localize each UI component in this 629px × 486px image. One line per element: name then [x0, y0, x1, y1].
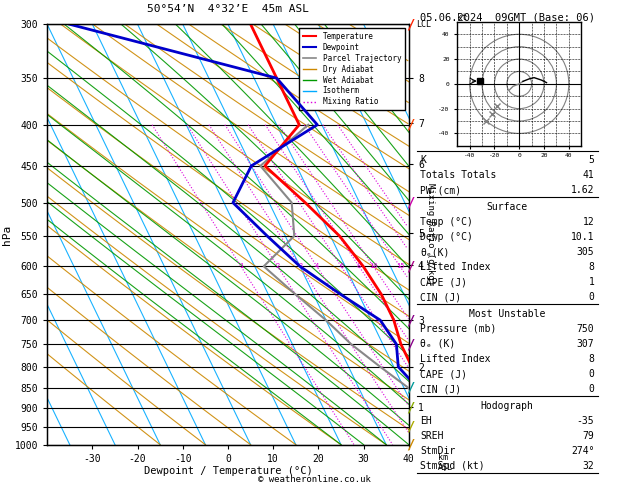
- Text: 8: 8: [357, 263, 361, 269]
- Text: 307: 307: [577, 339, 594, 349]
- Text: Lifted Index: Lifted Index: [420, 354, 491, 364]
- Text: 2: 2: [276, 263, 280, 269]
- Text: /: /: [406, 313, 415, 327]
- Text: 0: 0: [589, 384, 594, 394]
- Text: /: /: [406, 196, 415, 209]
- Text: /: /: [406, 401, 415, 415]
- Text: Temp (°C): Temp (°C): [420, 217, 473, 227]
- Text: 1.62: 1.62: [571, 185, 594, 195]
- Text: 05.06.2024  09GMT (Base: 06): 05.06.2024 09GMT (Base: 06): [420, 12, 595, 22]
- Text: 274°: 274°: [571, 446, 594, 456]
- Text: 8: 8: [589, 262, 594, 272]
- Text: 750: 750: [577, 324, 594, 334]
- Text: /: /: [406, 438, 415, 451]
- Text: 1: 1: [239, 263, 243, 269]
- Text: θₑ(K): θₑ(K): [420, 247, 450, 257]
- Text: StmSpd (kt): StmSpd (kt): [420, 461, 485, 471]
- Text: 32: 32: [582, 461, 594, 471]
- Text: EH: EH: [420, 416, 432, 426]
- Text: 0: 0: [589, 369, 594, 379]
- Text: 8: 8: [589, 354, 594, 364]
- Y-axis label: hPa: hPa: [2, 225, 12, 244]
- Text: 5: 5: [589, 155, 594, 165]
- Text: LCL: LCL: [416, 20, 431, 29]
- Text: /: /: [406, 337, 415, 351]
- Text: 1: 1: [589, 277, 594, 287]
- Text: CIN (J): CIN (J): [420, 292, 461, 302]
- Text: kt: kt: [457, 13, 467, 22]
- Text: /: /: [406, 381, 415, 395]
- Text: K: K: [420, 155, 426, 165]
- Text: /: /: [406, 260, 415, 273]
- Text: Surface: Surface: [487, 202, 528, 212]
- Text: 10: 10: [369, 263, 377, 269]
- Text: 0: 0: [589, 292, 594, 302]
- Text: 50°54’N  4°32’E  45m ASL: 50°54’N 4°32’E 45m ASL: [147, 4, 309, 14]
- Text: Lifted Index: Lifted Index: [420, 262, 491, 272]
- Text: Dewp (°C): Dewp (°C): [420, 232, 473, 242]
- Text: 15: 15: [396, 263, 404, 269]
- Text: km
ASL: km ASL: [438, 453, 453, 472]
- Legend: Temperature, Dewpoint, Parcel Trajectory, Dry Adiabat, Wet Adiabat, Isotherm, Mi: Temperature, Dewpoint, Parcel Trajectory…: [299, 28, 405, 110]
- Text: StmDir: StmDir: [420, 446, 455, 456]
- Text: Totals Totals: Totals Totals: [420, 170, 496, 180]
- Y-axis label: Mixing Ratio (g/kg): Mixing Ratio (g/kg): [426, 183, 435, 286]
- Text: /: /: [406, 17, 415, 31]
- Text: /: /: [406, 118, 415, 132]
- Text: 12: 12: [582, 217, 594, 227]
- Text: 4: 4: [314, 263, 319, 269]
- Text: 41: 41: [582, 170, 594, 180]
- X-axis label: Dewpoint / Temperature (°C): Dewpoint / Temperature (°C): [143, 467, 313, 476]
- Text: SREH: SREH: [420, 431, 443, 441]
- Text: CAPE (J): CAPE (J): [420, 369, 467, 379]
- Text: Hodograph: Hodograph: [481, 401, 534, 411]
- Text: θₑ (K): θₑ (K): [420, 339, 455, 349]
- Text: © weatheronline.co.uk: © weatheronline.co.uk: [258, 474, 371, 484]
- Text: 79: 79: [582, 431, 594, 441]
- Text: 6: 6: [339, 263, 343, 269]
- Text: Pressure (mb): Pressure (mb): [420, 324, 496, 334]
- Text: 305: 305: [577, 247, 594, 257]
- Text: CIN (J): CIN (J): [420, 384, 461, 394]
- Text: Most Unstable: Most Unstable: [469, 309, 545, 319]
- Text: /: /: [406, 420, 415, 434]
- Text: 10.1: 10.1: [571, 232, 594, 242]
- Text: CAPE (J): CAPE (J): [420, 277, 467, 287]
- Text: PW (cm): PW (cm): [420, 185, 461, 195]
- Text: -35: -35: [577, 416, 594, 426]
- Text: 3: 3: [298, 263, 303, 269]
